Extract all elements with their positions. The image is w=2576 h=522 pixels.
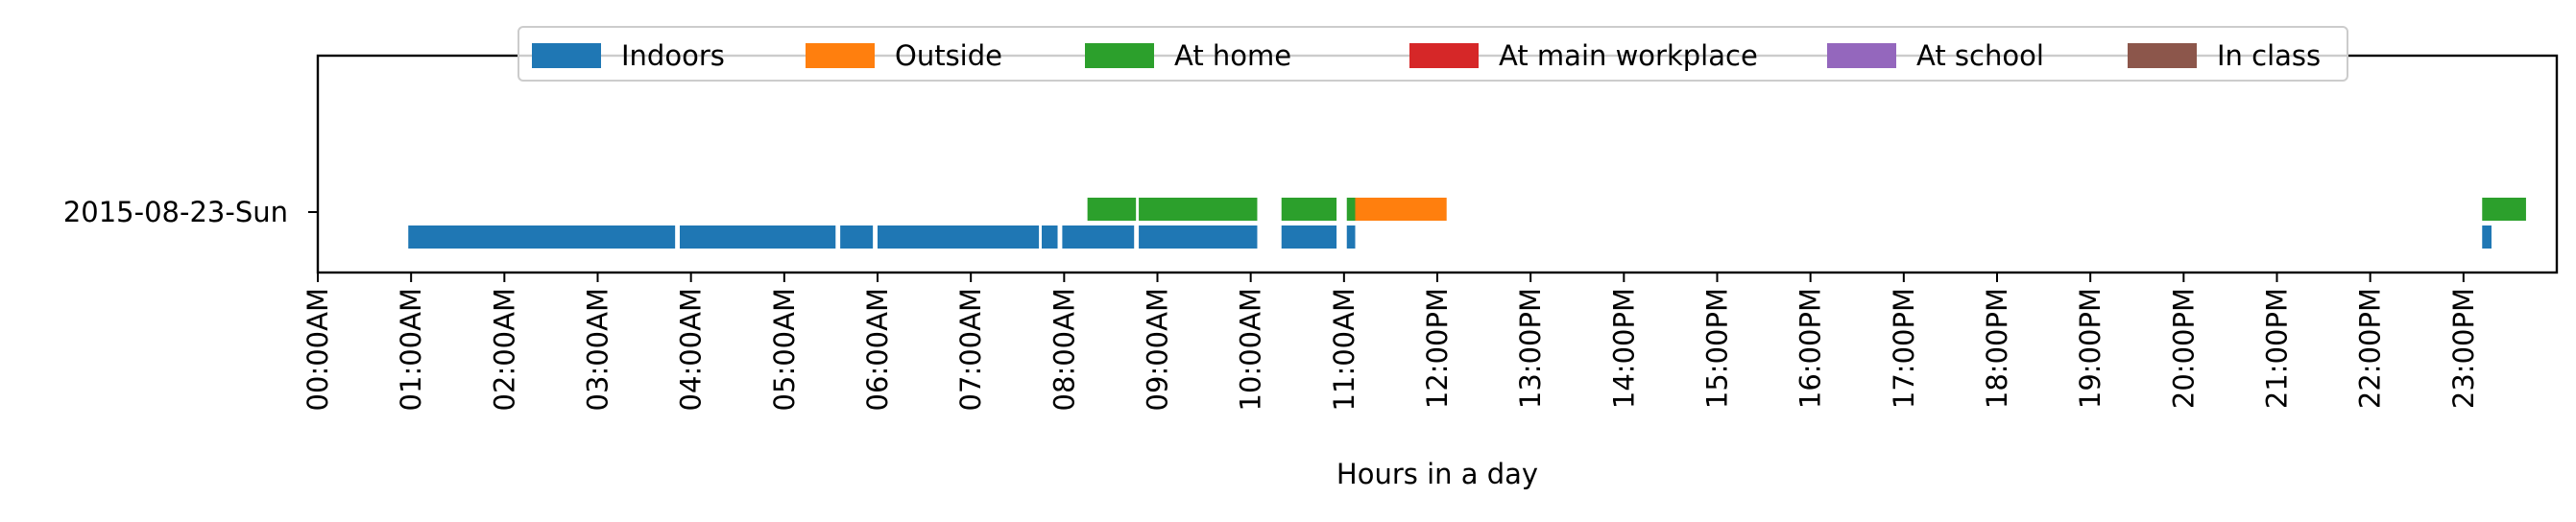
y-tick-label: 2015-08-23-Sun [63, 196, 288, 228]
x-tick-label: 06:00AM [861, 288, 894, 411]
x-tick-label: 22:00PM [2354, 288, 2387, 409]
series-outside [1355, 198, 1447, 221]
legend-swatch [1409, 43, 1479, 68]
interval-bar [2482, 198, 2526, 221]
series-indoors [408, 225, 2492, 249]
x-tick-label: 18:00PM [1981, 288, 2013, 409]
legend-swatch [532, 43, 601, 68]
legend-swatch [2128, 43, 2197, 68]
x-tick-label: 03:00AM [582, 288, 614, 411]
x-tick-label: 08:00AM [1047, 288, 1080, 411]
x-tick-label: 11:00AM [1328, 288, 1360, 411]
legend-label: In class [2217, 39, 2321, 72]
interval-bar [2482, 225, 2492, 249]
legend-label: Outside [895, 39, 1002, 72]
interval-bar [680, 225, 836, 249]
x-tick-label: 02:00AM [488, 288, 520, 411]
x-tick-label: 10:00AM [1235, 288, 1267, 411]
interval-bar [1281, 198, 1337, 221]
legend-label: Indoors [621, 39, 725, 72]
x-tick-label: 16:00PM [1794, 288, 1827, 409]
x-tick-label: 13:00PM [1514, 288, 1547, 409]
x-axis: 00:00AM 01:00AM 02:00AM 03:00AM 04:00AM 05:00… [301, 273, 2480, 411]
x-tick-label: 14:00PM [1607, 288, 1640, 409]
interval-bar [1087, 198, 1137, 221]
legend-label: At school [1916, 39, 2044, 72]
interval-bar [1139, 198, 1258, 221]
x-tick-label: 12:00PM [1421, 288, 1454, 409]
legend-swatch [1085, 43, 1154, 68]
x-tick-label: 04:00AM [675, 288, 708, 411]
x-tick-label: 15:00PM [1701, 288, 1734, 409]
series-at-home [1087, 198, 2526, 221]
x-tick-label: 01:00AM [395, 288, 427, 411]
interval-bar [1355, 198, 1447, 221]
legend-swatch [1827, 43, 1896, 68]
x-tick-label: 09:00AM [1142, 288, 1174, 411]
interval-bar [1346, 225, 1356, 249]
legend: Indoors Outside At home At main workplace At… [518, 26, 2348, 82]
legend-label: At main workplace [1499, 39, 1758, 72]
interval-bar [1346, 198, 1356, 221]
interval-bar [878, 225, 1040, 249]
chart-marks [408, 198, 2526, 249]
x-tick-label: 20:00PM [2167, 288, 2200, 409]
x-tick-label: 19:00PM [2074, 288, 2107, 409]
legend-label: At home [1174, 39, 1291, 72]
interval-bar [1062, 225, 1135, 249]
interval-bar [1042, 225, 1058, 249]
x-tick-label: 17:00PM [1888, 288, 1920, 409]
y-axis: 2015-08-23-Sun [63, 196, 318, 228]
x-tick-label: 05:00AM [768, 288, 801, 411]
interval-bar [1139, 225, 1258, 249]
x-tick-label: 07:00AM [954, 288, 987, 411]
interval-bar [840, 225, 874, 249]
x-axis-title: Hours in a day [1336, 458, 1538, 490]
interval-bar [1281, 225, 1337, 249]
x-tick-label: 23:00PM [2447, 288, 2480, 409]
x-tick-label: 21:00PM [2261, 288, 2294, 409]
legend-swatch [806, 43, 875, 68]
x-tick-label: 00:00AM [301, 288, 334, 411]
interval-bar [408, 225, 676, 249]
